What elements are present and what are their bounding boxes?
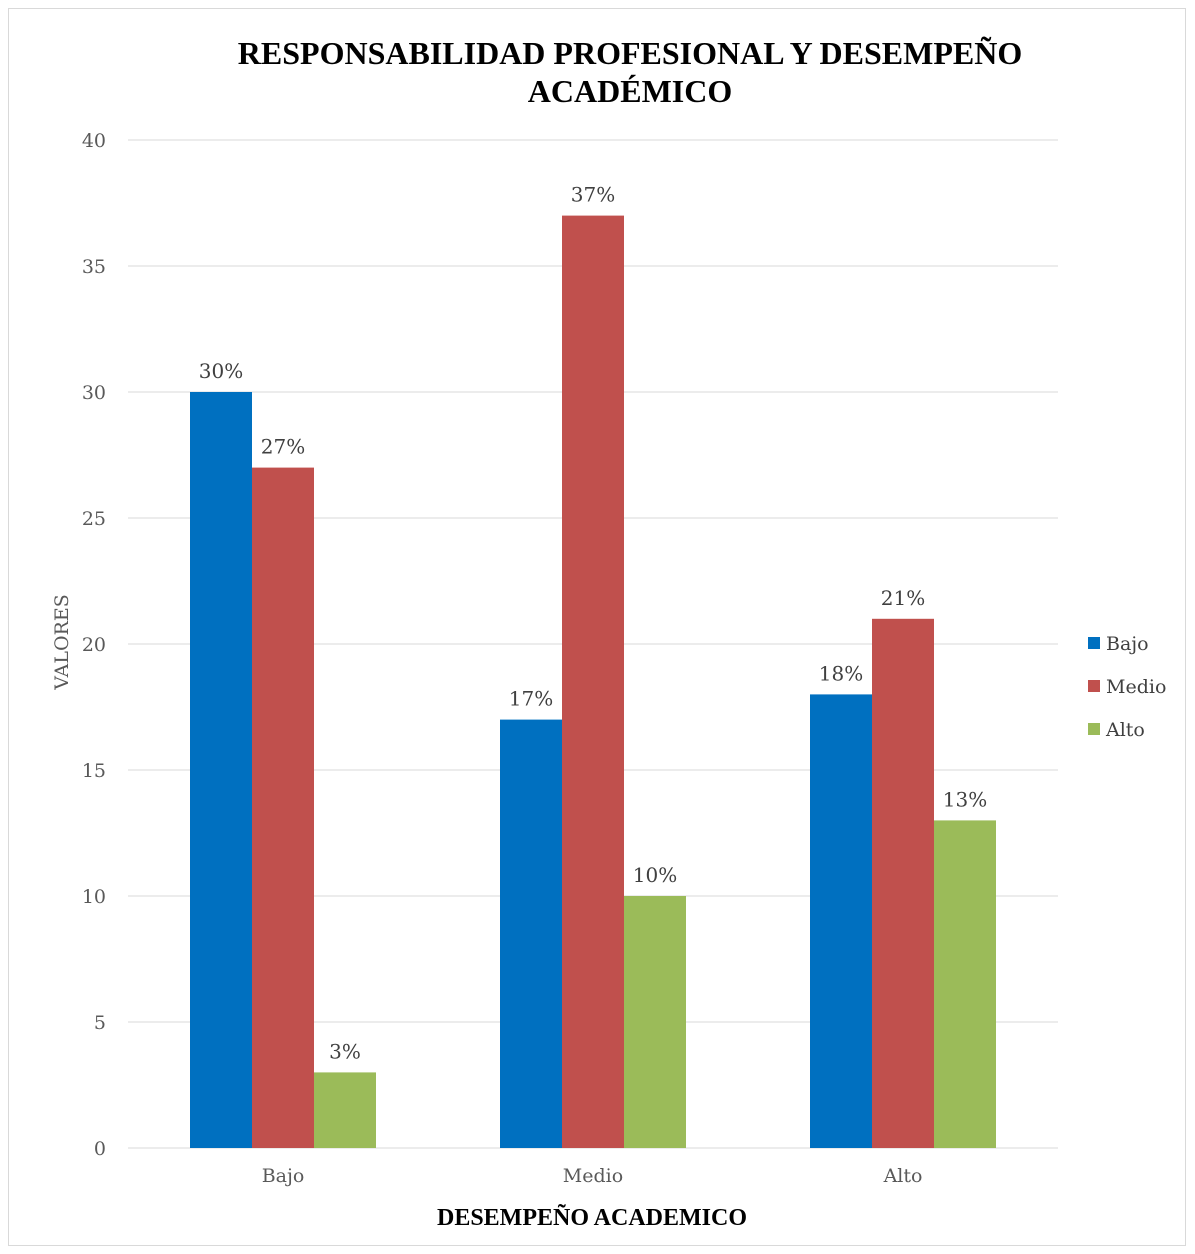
data-label: 17%: [509, 687, 553, 711]
bar-medio-bajo: [252, 467, 314, 1149]
bar-medio-alto: [872, 618, 934, 1148]
y-axis-label: VALORES: [51, 594, 73, 691]
legend-entry: Medio: [1106, 676, 1166, 698]
y-axis-ticks: 0 5 10 15 20 25 30 35 40: [82, 130, 106, 1160]
x-tick-label: Alto: [883, 1165, 923, 1187]
bar-alto-medio: [624, 896, 686, 1148]
y-tick-label: 35: [82, 256, 106, 278]
legend-swatch: [1088, 680, 1100, 692]
data-label: 27%: [261, 435, 305, 459]
data-label: 10%: [633, 863, 677, 887]
legend-entry: Bajo: [1106, 633, 1149, 655]
x-axis-label: DESEMPEÑO ACADEMICO: [437, 1205, 747, 1231]
bar-bajo-bajo: [190, 392, 252, 1148]
y-tick-label: 40: [82, 130, 106, 152]
bar-bajo-medio: [500, 719, 562, 1148]
y-tick-label: 30: [82, 382, 106, 404]
y-tick-label: 10: [82, 886, 106, 908]
bar-bajo-alto: [810, 694, 872, 1148]
y-tick-label: 0: [94, 1138, 106, 1160]
legend-swatch: [1088, 637, 1100, 649]
data-label: 3%: [329, 1039, 361, 1063]
legend-swatch: [1088, 723, 1100, 735]
x-axis-ticks: Bajo Medio Alto: [262, 1165, 923, 1187]
legend-entry: Alto: [1105, 719, 1145, 741]
bar-medio-medio: [562, 215, 624, 1149]
legend: Bajo Medio Alto: [1088, 633, 1166, 741]
chart-title: RESPONSABILIDAD PROFESIONAL Y DESEMPEÑO …: [237, 35, 1023, 109]
data-labels: 30% 27% 3% 17% 37% 10% 18% 21% 13%: [199, 183, 987, 1064]
y-tick-label: 15: [82, 760, 106, 782]
bar-alto-alto: [934, 820, 996, 1148]
x-tick-label: Medio: [563, 1165, 623, 1187]
data-label: 37%: [571, 183, 615, 207]
data-label: 21%: [881, 586, 925, 610]
data-label: 18%: [819, 661, 863, 685]
bars: [190, 215, 996, 1149]
y-tick-label: 5: [94, 1012, 106, 1034]
x-tick-label: Bajo: [262, 1165, 305, 1187]
y-tick-label: 25: [82, 508, 106, 530]
data-label: 30%: [199, 359, 243, 383]
y-tick-label: 20: [82, 634, 106, 656]
bar-alto-bajo: [314, 1072, 376, 1148]
data-label: 13%: [943, 787, 987, 811]
